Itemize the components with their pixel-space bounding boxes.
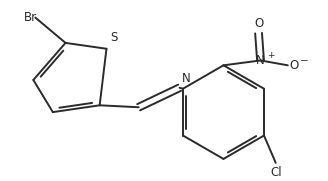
Text: O: O — [290, 59, 299, 72]
Text: Cl: Cl — [270, 166, 281, 179]
Text: S: S — [111, 31, 118, 44]
Text: N: N — [182, 72, 190, 85]
Text: +: + — [267, 51, 275, 60]
Text: Br: Br — [24, 11, 37, 24]
Text: −: − — [299, 56, 308, 66]
Text: O: O — [254, 17, 263, 30]
Text: N: N — [256, 54, 265, 67]
